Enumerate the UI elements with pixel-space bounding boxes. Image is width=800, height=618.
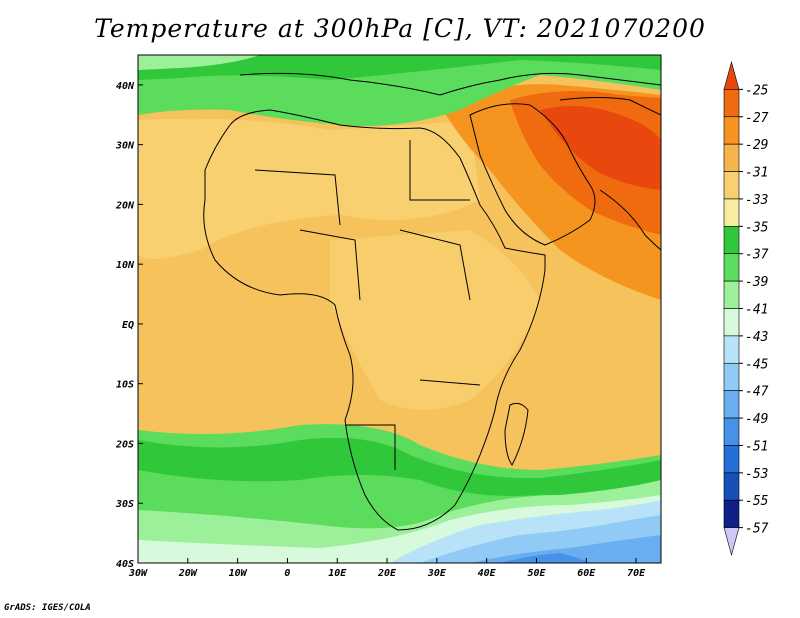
lat-tick-label: 20N [115, 200, 135, 211]
africa-coastline [203, 109, 546, 531]
colorbar-swatch [723, 198, 740, 227]
coastlines [203, 72, 661, 531]
colorbar-level-label: -35 [745, 220, 769, 235]
colorbar-level-label: -47 [745, 385, 769, 400]
lat-tick-label: 20S [115, 439, 134, 450]
lon-tick-label: 30E [427, 568, 447, 579]
colorbar-swatch [723, 280, 740, 309]
colorbar-level-label: -31 [745, 166, 768, 181]
field-sahara [138, 118, 480, 259]
country-borders [254, 140, 481, 470]
colorbar-level-label: -33 [745, 193, 768, 208]
lon-tick-label: 0 [284, 568, 290, 579]
colorbar-swatch [723, 116, 740, 145]
colorbar-top-arrow [723, 60, 740, 90]
colorbar-level-label: -55 [745, 494, 769, 509]
colorbar-bottom-arrow [723, 527, 740, 557]
lat-tick-label: EQ [122, 320, 134, 331]
colorbar-level-label: -49 [745, 412, 768, 427]
colorbar-swatch [723, 417, 740, 446]
grads-credit: GrADS: IGES/COLA [4, 603, 91, 613]
colorbar-swatch [723, 362, 740, 391]
lon-tick-label: 60E [577, 568, 596, 579]
lon-tick-label: 10W [229, 568, 248, 579]
colorbar-swatch [723, 445, 740, 474]
colorbar-swatch [723, 335, 740, 364]
lat-tick-label: 30N [115, 141, 135, 152]
lat-tick-label: 40S [116, 559, 134, 570]
colorbar-swatch [723, 472, 740, 501]
colorbar-swatch [723, 171, 740, 200]
plot-frame [137, 54, 662, 564]
europe-coastline [239, 72, 661, 96]
colorbar-level-label: -29 [745, 138, 768, 153]
field-south-cold-6 [500, 553, 590, 563]
colorbar-swatch [723, 390, 740, 419]
lat-tick-label: 10S [116, 380, 134, 391]
colorbar-level-label: -27 [745, 111, 769, 126]
lat-tick-label: 40N [116, 81, 135, 92]
lat-tick-label: 30S [115, 499, 134, 510]
colorbar-level-label: -51 [745, 439, 768, 454]
madagascar-coastline [504, 402, 529, 466]
colorbar-swatch [723, 143, 740, 172]
lon-tick-label: 20E [377, 568, 397, 579]
colorbar-swatch [723, 253, 740, 282]
colorbar-level-label: -39 [745, 275, 768, 290]
colorbar-level-label: -57 [745, 522, 769, 537]
colorbar-swatch [723, 499, 740, 528]
field-iran-core [540, 106, 661, 190]
lon-tick-label: 50E [527, 568, 546, 579]
lon-tick-label: 70E [627, 568, 646, 579]
colorbar-swatch [723, 89, 740, 118]
map-title: Temperature at 300hPa [C], VT: 202107020… [94, 14, 706, 43]
asia-coastline [559, 97, 661, 116]
colorbar-swatch [723, 308, 740, 337]
field-north-atlantic [138, 55, 260, 70]
field-central-africa [330, 230, 540, 410]
lon-tick-label: 30W [128, 568, 148, 579]
colorbar-swatch [723, 226, 740, 255]
india-coastline [599, 189, 661, 251]
field-south-core [138, 437, 661, 496]
colorbar-level-label: -45 [745, 357, 769, 372]
colorbar-level-label: -53 [745, 467, 768, 482]
field-south-cold-5 [470, 535, 661, 563]
colorbar-level-label: -43 [745, 330, 768, 345]
lat-tick-label: 10N [116, 260, 135, 271]
colorbar-level-label: -41 [745, 303, 768, 318]
axis-ticks: 30W 20W 10W 0 10E 20E 30E 40E 50E 60E 70E 40N 30N 20N… [115, 81, 646, 579]
lon-tick-label: 10E [328, 568, 347, 579]
lon-tick-label: 20W [178, 568, 198, 579]
lon-tick-label: 40E [478, 568, 497, 579]
colorbar-level-label: -37 [745, 248, 769, 263]
colorbar-level-label: -25 [745, 83, 769, 98]
arabia-coastline [469, 103, 596, 246]
temperature-field [138, 55, 661, 563]
